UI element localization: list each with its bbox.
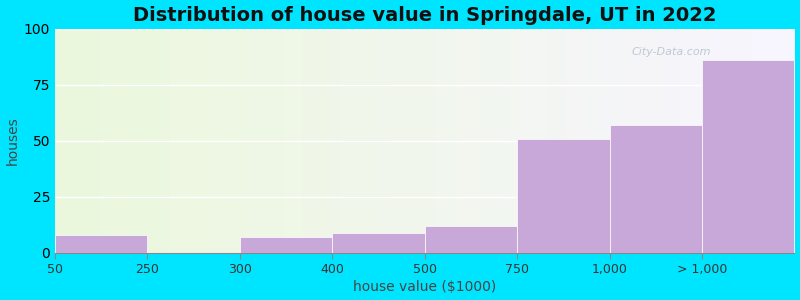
Y-axis label: houses: houses [6,116,19,165]
Bar [425,226,517,253]
Bar [702,60,794,253]
Bar [55,235,147,253]
Bar [610,125,702,253]
Bar [240,237,332,253]
Text: City-Data.com: City-Data.com [632,47,711,57]
Title: Distribution of house value in Springdale, UT in 2022: Distribution of house value in Springdal… [133,6,717,25]
Bar [332,233,425,253]
Bar [517,139,610,253]
X-axis label: house value ($1000): house value ($1000) [353,280,496,294]
